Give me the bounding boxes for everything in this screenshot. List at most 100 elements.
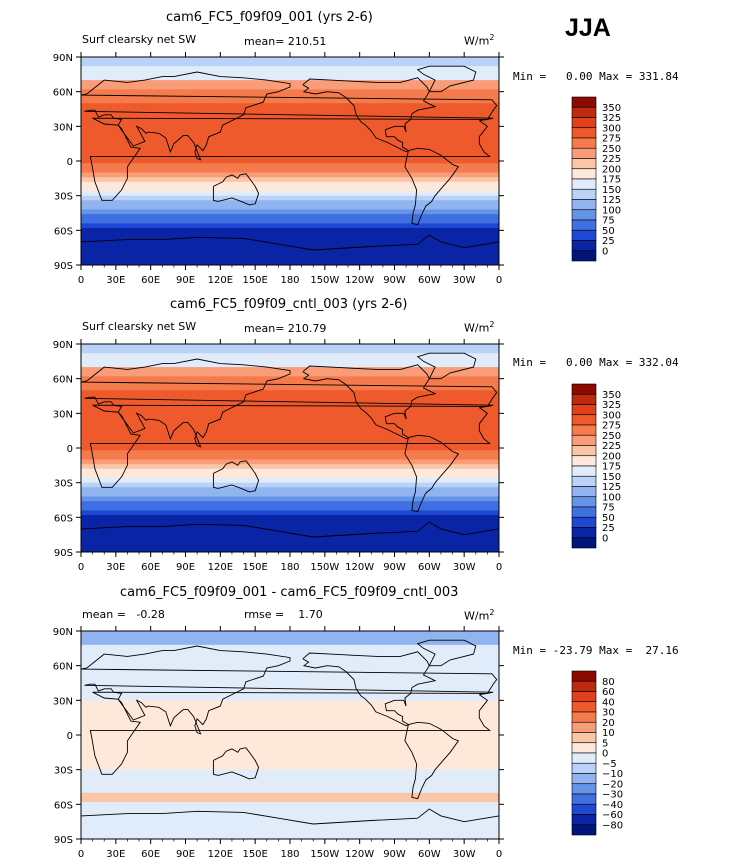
x-tick-label: 30E: [106, 562, 125, 573]
colorbar-box: [571, 721, 597, 733]
x-tick-label: 0: [496, 562, 502, 573]
field-band: [81, 413, 499, 419]
field-band: [81, 57, 499, 63]
colorbar-box: [571, 793, 597, 805]
colorbar-label: 80: [602, 677, 615, 688]
colorbar-box: [571, 680, 597, 692]
y-tick-label: 90S: [54, 835, 73, 846]
field-band: [81, 649, 499, 655]
field-band: [81, 806, 499, 812]
x-tick-label: 120W: [345, 849, 374, 860]
colorbar-label: 250: [602, 431, 621, 442]
x-tick-label: 90E: [176, 562, 195, 573]
panel-2-unit: W/m2: [464, 320, 495, 335]
colorbar-box: [571, 773, 597, 785]
x-tick-label: 30E: [106, 849, 125, 860]
coastline: [302, 77, 437, 153]
colorbar-box: [571, 445, 597, 457]
field-band: [81, 654, 499, 660]
field-band: [81, 89, 499, 95]
x-tick-label: 90E: [176, 849, 195, 860]
field-band: [81, 75, 499, 81]
field-band: [81, 751, 499, 757]
y-tick-label: 90N: [53, 340, 73, 351]
colorbar-label: −10: [602, 769, 623, 780]
field-band: [81, 367, 499, 373]
coastline: [212, 747, 260, 780]
field-band: [81, 61, 499, 67]
field-band: [81, 519, 499, 525]
x-tick-label: 120W: [345, 562, 374, 573]
x-tick-label: 60E: [141, 562, 160, 573]
colorbar-box: [571, 824, 597, 836]
field-band: [81, 167, 499, 173]
y-tick-label: 30N: [53, 409, 73, 420]
colorbar-box: [571, 496, 597, 508]
field-band: [81, 815, 499, 821]
coastline: [302, 651, 437, 727]
colorbar-label: 75: [602, 503, 615, 514]
panel-1-unit: W/m2: [464, 33, 495, 48]
field-band: [81, 445, 499, 451]
x-tick-label: 120E: [208, 849, 233, 860]
y-tick-label: 30N: [53, 696, 73, 707]
colorbar-label: 125: [602, 195, 621, 206]
colorbar-box: [571, 168, 597, 180]
field-band: [81, 135, 499, 141]
colorbar-box: [571, 188, 597, 200]
x-tick-label: 0: [496, 849, 502, 860]
colorbar-box: [571, 178, 597, 190]
field-band: [81, 635, 499, 641]
field-band: [81, 353, 499, 359]
field-band: [81, 755, 499, 761]
y-tick-label: 60S: [54, 800, 73, 811]
x-tick-label: 30E: [106, 275, 125, 286]
field-band: [81, 390, 499, 396]
colorbar-box: [571, 229, 597, 241]
field-band: [81, 677, 499, 683]
y-tick-label: 0: [67, 157, 73, 168]
field-band: [81, 241, 499, 247]
panel-2-variable: Surf clearsky net SW: [82, 320, 197, 333]
field-band: [81, 417, 499, 423]
field-band: [81, 357, 499, 363]
colorbar-box: [571, 701, 597, 713]
colorbar-label: 125: [602, 482, 621, 493]
colorbar-label: 175: [602, 175, 621, 186]
field-band: [81, 718, 499, 724]
field-band: [81, 140, 499, 146]
coastline: [212, 173, 260, 206]
colorbar-box: [571, 147, 597, 159]
field-band: [81, 408, 499, 414]
field-band: [81, 223, 499, 229]
field-band: [81, 107, 499, 113]
colorbar-box: [571, 219, 597, 231]
colorbar-box: [571, 732, 597, 744]
field-band: [81, 422, 499, 428]
field-band: [81, 255, 499, 261]
field-band: [81, 737, 499, 743]
y-tick-label: 60S: [54, 513, 73, 524]
field-band: [81, 454, 499, 460]
colorbar-box: [571, 691, 597, 703]
field-band: [81, 121, 499, 127]
x-tick-label: 60W: [418, 275, 441, 286]
field-band: [81, 117, 499, 123]
field-band: [81, 640, 499, 646]
colorbar-label: 0: [602, 533, 608, 544]
x-tick-label: 120E: [208, 275, 233, 286]
field-band: [81, 732, 499, 738]
field-band: [81, 528, 499, 534]
field-band: [81, 478, 499, 484]
colorbar-label: 150: [602, 185, 621, 196]
field-band: [81, 709, 499, 715]
colorbar-label: 75: [602, 216, 615, 227]
panel-1-minmax: Min = 0.00 Max = 331.84: [513, 70, 679, 83]
x-tick-label: 30W: [453, 275, 476, 286]
coastline: [80, 358, 498, 448]
colorbar-label: 325: [602, 113, 621, 124]
field-band: [81, 385, 499, 391]
colorbar-box: [571, 762, 597, 774]
colorbar-label: 25: [602, 236, 615, 247]
